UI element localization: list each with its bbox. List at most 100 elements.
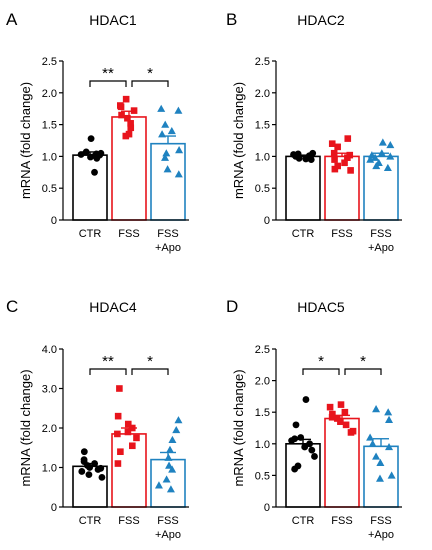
data-point — [386, 152, 395, 160]
data-point — [302, 155, 310, 163]
data-point — [85, 471, 93, 479]
data-point — [308, 446, 316, 454]
data-point — [347, 429, 355, 436]
data-point — [366, 433, 375, 441]
y-axis-label: mRNA (fold change) — [231, 369, 246, 486]
data-point — [87, 135, 95, 142]
x-tick-label: +Apo — [155, 242, 181, 254]
y-tick-label: 0 — [264, 502, 270, 514]
data-point — [330, 149, 338, 157]
data-point — [130, 107, 138, 114]
data-point — [158, 130, 167, 138]
data-point — [291, 465, 299, 473]
data-point — [91, 168, 98, 176]
data-point — [157, 104, 166, 112]
data-point — [128, 424, 136, 432]
bar — [72, 154, 108, 221]
data-point — [161, 120, 170, 128]
y-tick-label: 2.0 — [42, 88, 57, 100]
y-tick-label: 2.5 — [255, 344, 270, 356]
data-point — [337, 401, 345, 408]
data-point — [347, 167, 354, 174]
panel-title: HDAC4 — [89, 299, 137, 315]
data-point — [77, 151, 85, 158]
panel-title: HDAC1 — [89, 12, 137, 28]
data-point — [385, 442, 394, 451]
y-tick-label: 1.5 — [42, 120, 57, 132]
data-point — [174, 106, 183, 114]
y-tick-label: 0 — [51, 215, 57, 227]
data-point — [341, 159, 348, 167]
y-tick-label: 0.5 — [42, 183, 57, 195]
data-point — [385, 415, 394, 423]
data-point — [168, 435, 177, 444]
y-tick-label: 1.0 — [42, 463, 57, 475]
bar — [285, 155, 321, 221]
data-point — [383, 163, 392, 172]
panel-c: C HDAC4 mRNA (fold change) 0 1.0 2.0 3.0 4.0 CTR… — [6, 297, 189, 541]
data-point — [124, 420, 132, 428]
panel-letter: D — [226, 297, 238, 316]
data-point — [133, 434, 140, 442]
y-tick-label: 1.0 — [42, 151, 57, 163]
data-point — [122, 132, 130, 140]
significance-bracket — [131, 368, 169, 375]
data-point — [167, 126, 176, 135]
data-point — [387, 471, 396, 479]
y-tick-label: 3.0 — [42, 384, 57, 396]
panel-a: A HDAC1 mRNA (fold change) 0 0.5 1.0 1.5 2.0 2.5… — [6, 10, 189, 254]
panel-d: D HDAC5 mRNA (fold change) 0 0.5 1.0 1.5 2.0 2.5… — [226, 297, 402, 541]
y-tick-label: 1.0 — [255, 151, 270, 163]
data-point — [114, 460, 122, 467]
significance-bracket — [131, 80, 169, 87]
data-point — [127, 120, 134, 127]
significance-bracket — [89, 80, 127, 87]
panel-letter: A — [6, 10, 18, 29]
data-point — [82, 148, 90, 156]
data-point — [129, 442, 136, 450]
data-point — [80, 448, 88, 456]
x-tick-label: FSS — [370, 228, 391, 240]
data-point — [341, 408, 349, 416]
significance-bracket — [89, 368, 127, 375]
x-tick-label: FSS — [331, 228, 352, 240]
data-point — [118, 111, 125, 119]
significance-label: * — [147, 353, 153, 370]
y-tick-label: 2.0 — [255, 376, 270, 388]
data-point — [114, 412, 122, 420]
data-point — [162, 149, 171, 157]
x-tick-label: FSS — [331, 515, 352, 527]
y-tick-label: 0.5 — [255, 183, 270, 195]
x-tick-label: CTR — [79, 515, 102, 527]
y-axis-label: mRNA (fold change) — [18, 82, 33, 199]
data-point — [174, 416, 183, 424]
y-tick-label: 0 — [51, 502, 57, 514]
y-tick-label: 2.0 — [42, 423, 57, 435]
data-point — [87, 153, 94, 161]
x-tick-label: +Apo — [368, 242, 394, 254]
bar — [324, 155, 360, 221]
data-point — [372, 452, 381, 460]
data-point — [165, 461, 174, 469]
data-point — [344, 135, 352, 142]
x-tick-label: FSS — [370, 515, 391, 527]
data-point — [288, 437, 296, 445]
data-point — [91, 460, 98, 467]
data-point — [376, 458, 385, 466]
data-point — [174, 170, 183, 178]
data-point — [124, 428, 132, 436]
data-point — [116, 385, 123, 392]
data-point — [331, 156, 338, 163]
x-tick-label: FSS — [157, 228, 178, 240]
data-point — [98, 473, 106, 481]
panel-b: B HDAC2 mRNA (fold change) 0 0.5 1.0 1.5 2.0 2.5… — [226, 10, 402, 254]
data-point — [302, 396, 310, 403]
data-point — [368, 439, 377, 447]
data-point — [378, 138, 387, 146]
y-axis-label: mRNA (fold change) — [18, 369, 33, 486]
data-point — [328, 413, 336, 421]
y-tick-label: 2.0 — [255, 88, 270, 100]
data-point — [122, 95, 130, 103]
data-point — [375, 474, 384, 482]
